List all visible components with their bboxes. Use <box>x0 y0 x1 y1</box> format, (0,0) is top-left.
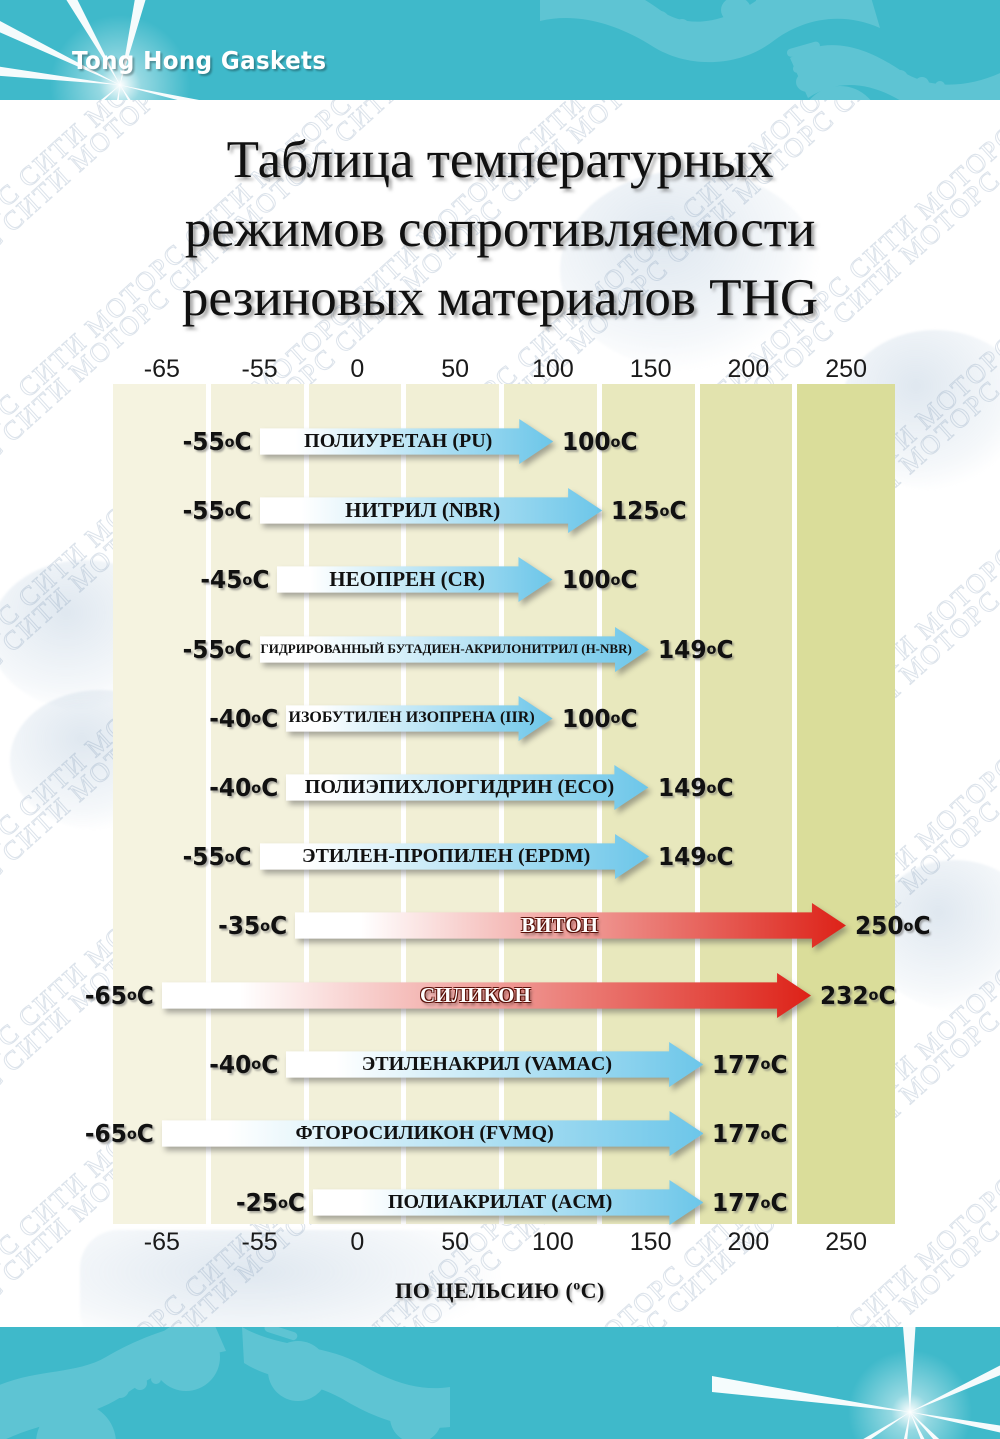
max-temperature-label: 125 o C <box>610 496 687 526</box>
bar-row: ВИТОН -35 o C 250 o C <box>0 902 1000 949</box>
light-ray-burst-right-icon <box>712 1327 1000 1439</box>
min-temperature-label: -45 o C <box>200 565 270 595</box>
range-arrow <box>286 695 553 742</box>
bar-row: ЭТИЛЕН-ПРОПИЛЕН (EPDM) -55 o C 149 o C <box>0 833 1000 880</box>
max-temperature-label: 100 o C <box>561 703 638 733</box>
range-arrow <box>286 1041 704 1088</box>
bar-row: ПОЛИЭПИХЛОРГИДРИН (ECO) -40 o C 149 o C <box>0 764 1000 811</box>
plot-band <box>113 384 211 1224</box>
plot-band <box>797 384 895 1224</box>
axis-bottom: -65 -55 0 50 100 150 200 250 <box>113 1228 895 1256</box>
max-temperature-label: 149 o C <box>657 634 734 664</box>
bar-row: ГИДРИРОВАННЫЙ БУТАДИЕН-АКРИЛОНИТРИЛ (H-N… <box>0 626 1000 673</box>
axis-top: -65 -55 0 50 100 150 200 250 <box>113 355 895 383</box>
axis-tick-label: 200 <box>727 355 770 383</box>
range-arrow <box>259 833 649 880</box>
bar-row: ИЗОБУТИЛЕН ИЗОПРЕНА (IIR) -40 o C 100 o C <box>0 695 1000 742</box>
axis-tick-label: 100 <box>532 355 574 383</box>
axis-tick-label: 0 <box>350 1228 365 1256</box>
min-temperature-label: -55 o C <box>182 842 252 872</box>
range-arrow <box>277 556 553 603</box>
min-temperature-label: -40 o C <box>209 1049 279 1079</box>
axis-tick-label: 150 <box>629 355 672 383</box>
axis-tick-label: 0 <box>350 355 365 383</box>
axis-tick-label: -55 <box>241 1228 278 1256</box>
max-temperature-label: 100 o C <box>561 427 638 456</box>
axis-tick-label: 250 <box>825 1228 867 1256</box>
max-temperature-label: 250 o C <box>855 911 931 941</box>
page-title: Таблица температурных режимов сопротивля… <box>181 131 819 327</box>
gasket-pattern-footer-icon <box>0 1327 450 1439</box>
bar-row: ПОЛИАКРИЛАТ (ACM) -25 o C 177 o C <box>0 1179 1000 1226</box>
min-temperature-label: -55 o C <box>182 496 252 526</box>
axis-tick-label: 50 <box>441 1228 470 1256</box>
bar-row: СИЛИКОН -65 o C 232 o C <box>0 972 1000 1019</box>
plot-band <box>601 384 700 1224</box>
range-arrow <box>161 1110 704 1157</box>
bar-row: ЭТИЛЕНАКРИЛ (VAMAC) -40 o C 177 o C <box>0 1041 1000 1088</box>
plot-background-bands <box>113 384 895 1224</box>
range-arrow <box>286 764 649 811</box>
min-temperature-label: -25 o C <box>235 1188 305 1218</box>
min-temperature-label: -55 o C <box>182 634 252 664</box>
axis-tick-label: -55 <box>241 355 278 383</box>
bar-row: ФТОРОСИЛИКОН (FVMQ) -65 o C 177 o C <box>0 1110 1000 1157</box>
min-temperature-label: -40 o C <box>209 703 279 733</box>
axis-tick-label: 200 <box>727 1228 770 1256</box>
bar-row: НИТРИЛ (NBR) -55 o C 125 o C <box>0 487 1000 534</box>
range-arrow <box>161 972 811 1019</box>
min-temperature-label: -40 o C <box>209 773 279 802</box>
min-temperature-label: -55 o C <box>182 427 252 456</box>
max-temperature-label: 149 o C <box>657 773 734 802</box>
plot-band <box>699 384 798 1224</box>
axis-tick-label: 100 <box>532 1228 574 1256</box>
range-arrow <box>259 487 602 534</box>
axis-caption: ПО ЦЕЛЬСИЮ (oC) <box>395 1277 605 1303</box>
min-temperature-label: -35 o C <box>218 911 288 941</box>
max-temperature-label: 232 o C <box>819 980 896 1010</box>
bar-row: НЕОПРЕН (CR) -45 o C 100 o C <box>0 556 1000 603</box>
bars-layer: ПОЛИУРЕТАН (PU) -55 o C 100 o C НИТРИЛ (NBR) -55… <box>0 384 1000 1226</box>
max-temperature-label: 177 o C <box>712 1119 788 1148</box>
range-arrow <box>312 1179 704 1226</box>
footer-banner <box>0 1327 1000 1439</box>
axis-tick-label: 250 <box>825 355 867 383</box>
min-temperature-label: -65 o C <box>84 980 154 1010</box>
range-arrow <box>259 626 649 673</box>
plot-band <box>504 384 602 1224</box>
plot-band <box>308 384 407 1224</box>
bar-row: ПОЛИУРЕТАН (PU) -55 o C 100 o C <box>0 418 1000 465</box>
max-temperature-label: 100 o C <box>561 565 638 595</box>
axis-tick-label: -65 <box>143 355 180 383</box>
range-arrow <box>295 902 847 949</box>
gasket-pattern-icon <box>540 0 1000 100</box>
min-temperature-label: -65 o C <box>84 1119 154 1148</box>
axis-tick-label: 50 <box>441 355 470 383</box>
range-arrow <box>259 418 553 465</box>
max-temperature-label: 149 o C <box>657 842 734 872</box>
plot-area <box>113 384 895 1224</box>
axis-tick-label: -65 <box>143 1228 180 1256</box>
plot-band <box>210 384 309 1224</box>
plot-band <box>406 384 504 1224</box>
brand-name: Tong Hong Gaskets <box>72 46 327 75</box>
header-banner: Tong Hong Gaskets <box>0 0 1000 100</box>
max-temperature-label: 177 o C <box>712 1049 788 1079</box>
max-temperature-label: 177 o C <box>712 1188 788 1218</box>
axis-tick-label: 150 <box>629 1228 672 1256</box>
